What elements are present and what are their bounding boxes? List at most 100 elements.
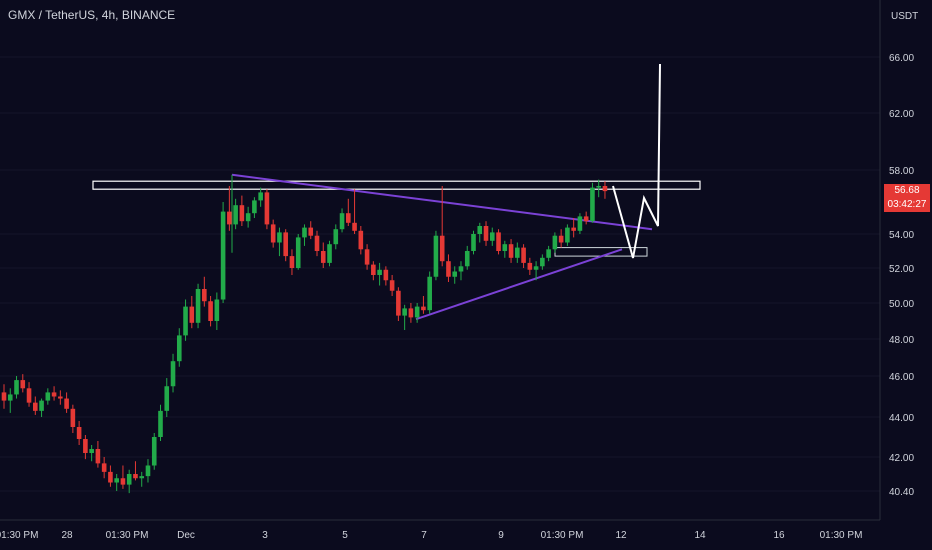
candle-up[interactable] bbox=[540, 257, 545, 267]
candle-up[interactable] bbox=[114, 478, 119, 483]
candle-up[interactable] bbox=[489, 232, 495, 241]
candle-down[interactable] bbox=[383, 269, 389, 281]
candle-down[interactable] bbox=[421, 306, 426, 311]
candle-up[interactable] bbox=[39, 400, 44, 411]
candle-up[interactable] bbox=[195, 289, 201, 323]
candle-up[interactable] bbox=[151, 437, 157, 466]
candle-up[interactable] bbox=[452, 271, 458, 277]
candle-up[interactable] bbox=[233, 205, 238, 225]
candle-up[interactable] bbox=[176, 335, 182, 362]
candle-up[interactable] bbox=[302, 227, 307, 238]
candle-down[interactable] bbox=[202, 289, 207, 302]
candle-up[interactable] bbox=[502, 244, 508, 251]
candle-up[interactable] bbox=[245, 213, 251, 222]
candle-up[interactable] bbox=[164, 386, 170, 411]
projection-path[interactable] bbox=[612, 63, 661, 259]
candle-down[interactable] bbox=[70, 408, 76, 427]
candle-down[interactable] bbox=[352, 222, 357, 231]
candle-down[interactable] bbox=[314, 235, 320, 251]
candle-down[interactable] bbox=[264, 192, 270, 225]
candle-up[interactable] bbox=[89, 449, 94, 453]
candle-up[interactable] bbox=[45, 392, 51, 401]
candle-down[interactable] bbox=[439, 235, 445, 262]
candle-down[interactable] bbox=[58, 396, 63, 399]
candle-up[interactable] bbox=[170, 361, 176, 387]
candle-up[interactable] bbox=[333, 229, 339, 245]
candle-down[interactable] bbox=[346, 213, 351, 223]
candle-up[interactable] bbox=[339, 213, 345, 230]
candle-down[interactable] bbox=[508, 244, 514, 258]
candle-down[interactable] bbox=[51, 392, 57, 397]
candle-down[interactable] bbox=[270, 224, 276, 243]
candle-down[interactable] bbox=[189, 306, 195, 323]
candle-up[interactable] bbox=[596, 186, 601, 188]
candle-down[interactable] bbox=[133, 474, 138, 479]
candle-down[interactable] bbox=[289, 256, 295, 268]
candle-down[interactable] bbox=[527, 262, 533, 270]
candle-up[interactable] bbox=[183, 306, 188, 336]
candle-down[interactable] bbox=[101, 463, 107, 472]
candle-down[interactable] bbox=[33, 402, 38, 411]
candle-up[interactable] bbox=[158, 410, 163, 437]
candle-down[interactable] bbox=[571, 227, 576, 231]
candle-down[interactable] bbox=[76, 427, 82, 439]
candle-up[interactable] bbox=[414, 306, 420, 318]
candle-up[interactable] bbox=[546, 249, 551, 258]
candle-down[interactable] bbox=[602, 186, 608, 192]
candle-down[interactable] bbox=[320, 251, 326, 263]
candle-up[interactable] bbox=[14, 380, 19, 395]
candle-up[interactable] bbox=[433, 235, 439, 277]
candle-down[interactable] bbox=[95, 449, 101, 464]
candle-down[interactable] bbox=[496, 232, 501, 251]
candle-up[interactable] bbox=[477, 226, 483, 234]
candle-down[interactable] bbox=[120, 478, 126, 485]
candle-up[interactable] bbox=[327, 244, 332, 263]
candle-up[interactable] bbox=[515, 247, 520, 258]
candle-up[interactable] bbox=[277, 232, 282, 243]
candle-up[interactable] bbox=[139, 476, 145, 479]
candle-down[interactable] bbox=[208, 301, 213, 321]
candle-down[interactable] bbox=[408, 308, 414, 318]
candle-up[interactable] bbox=[402, 308, 407, 316]
candle-down[interactable] bbox=[239, 205, 245, 222]
candle-down[interactable] bbox=[483, 226, 489, 241]
candle-up[interactable] bbox=[590, 187, 595, 222]
candle-up[interactable] bbox=[252, 200, 257, 214]
candle-up[interactable] bbox=[533, 266, 539, 270]
candle-up[interactable] bbox=[565, 227, 570, 243]
candle-down[interactable] bbox=[396, 290, 401, 316]
candle-up[interactable] bbox=[427, 276, 432, 311]
candle-up[interactable] bbox=[145, 465, 151, 477]
candle-up[interactable] bbox=[471, 234, 476, 251]
candle-up[interactable] bbox=[464, 251, 470, 267]
candle-down[interactable] bbox=[358, 230, 364, 250]
candle-down[interactable] bbox=[583, 216, 589, 222]
candle-down[interactable] bbox=[446, 261, 451, 277]
candle-down[interactable] bbox=[26, 388, 32, 403]
candle-down[interactable] bbox=[308, 227, 314, 236]
candle-up[interactable] bbox=[577, 216, 583, 231]
candle-up[interactable] bbox=[458, 266, 464, 272]
candle-up[interactable] bbox=[295, 237, 301, 268]
candle-up[interactable] bbox=[220, 211, 226, 300]
candle-up[interactable] bbox=[7, 394, 13, 401]
resistance-zone-box[interactable] bbox=[92, 180, 701, 190]
candle-down[interactable] bbox=[283, 232, 288, 257]
candle-up[interactable] bbox=[214, 299, 220, 322]
candle-up[interactable] bbox=[552, 235, 558, 250]
candle-down[interactable] bbox=[521, 247, 526, 263]
candle-down[interactable] bbox=[83, 439, 88, 453]
candle-down[interactable] bbox=[371, 264, 376, 275]
triangle-lower-trendline[interactable] bbox=[415, 248, 623, 321]
candle-down[interactable] bbox=[227, 211, 232, 225]
candle-down[interactable] bbox=[558, 235, 564, 243]
candle-down[interactable] bbox=[20, 380, 26, 389]
candle-up[interactable] bbox=[126, 474, 132, 485]
candle-down[interactable] bbox=[108, 471, 113, 483]
candle-up[interactable] bbox=[258, 192, 263, 201]
candle-down[interactable] bbox=[389, 280, 395, 291]
candle-up[interactable] bbox=[377, 269, 382, 275]
candle-down[interactable] bbox=[64, 398, 69, 409]
candle-down[interactable] bbox=[1, 392, 7, 401]
